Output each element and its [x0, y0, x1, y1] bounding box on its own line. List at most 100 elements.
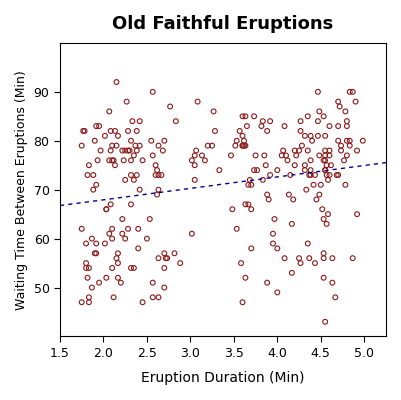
Point — [306, 172, 312, 178]
Point — [205, 142, 211, 149]
Point — [233, 226, 240, 232]
Point — [344, 118, 350, 124]
Point — [150, 294, 156, 300]
Point — [303, 186, 310, 193]
Point — [329, 255, 336, 261]
Point — [89, 284, 95, 291]
Point — [202, 157, 208, 164]
Point — [304, 113, 311, 120]
Point — [270, 230, 276, 237]
Point — [292, 162, 298, 168]
Point — [120, 157, 127, 164]
Point — [310, 182, 317, 188]
Point — [320, 157, 327, 164]
Point — [316, 108, 322, 114]
Point — [199, 152, 205, 159]
Point — [326, 152, 333, 159]
Title: Old Faithful Eruptions: Old Faithful Eruptions — [112, 15, 334, 33]
Point — [162, 255, 169, 261]
Point — [106, 157, 112, 164]
Point — [322, 133, 328, 139]
Point — [134, 147, 140, 154]
Point — [115, 260, 121, 266]
Point — [192, 162, 198, 168]
Point — [308, 172, 314, 178]
Point — [346, 89, 353, 95]
Point — [282, 123, 288, 129]
Point — [338, 142, 344, 149]
Point — [148, 138, 154, 144]
Point — [350, 255, 356, 261]
Point — [81, 128, 88, 134]
Point — [320, 216, 327, 222]
Point — [325, 177, 331, 183]
Point — [167, 103, 173, 110]
Point — [342, 182, 348, 188]
Point — [103, 206, 109, 212]
Point — [293, 152, 300, 159]
Point — [155, 255, 162, 261]
Point — [282, 255, 288, 261]
Point — [274, 167, 281, 173]
Point — [322, 167, 328, 173]
Point — [267, 172, 273, 178]
Point — [346, 138, 353, 144]
Point — [107, 128, 114, 134]
Point — [131, 152, 137, 159]
Point — [103, 206, 109, 212]
Point — [332, 294, 338, 300]
Point — [109, 142, 115, 149]
Point — [296, 255, 302, 261]
Point — [324, 162, 330, 168]
Point — [335, 98, 341, 105]
Point — [109, 226, 115, 232]
Point — [106, 230, 112, 237]
Point — [316, 152, 322, 159]
Point — [335, 138, 341, 144]
Point — [177, 260, 183, 266]
Point — [136, 142, 143, 149]
Point — [113, 79, 119, 85]
Point — [264, 128, 270, 134]
Point — [152, 172, 159, 178]
X-axis label: Eruption Duration (Min): Eruption Duration (Min) — [141, 371, 305, 385]
Point — [119, 216, 126, 222]
Point — [86, 294, 92, 300]
Point — [126, 147, 133, 154]
Point — [161, 250, 168, 256]
Point — [107, 201, 114, 208]
Point — [94, 157, 101, 164]
Point — [286, 191, 292, 198]
Point — [312, 260, 318, 266]
Point — [135, 245, 142, 252]
Point — [188, 157, 195, 164]
Point — [171, 250, 178, 256]
Point — [245, 201, 251, 208]
Point — [102, 240, 108, 247]
Point — [136, 186, 143, 193]
Point — [239, 142, 246, 149]
Point — [297, 128, 304, 134]
Point — [109, 236, 115, 242]
Point — [308, 133, 314, 139]
Point — [102, 133, 108, 139]
Point — [302, 167, 308, 173]
Point — [79, 142, 85, 149]
Point — [155, 172, 162, 178]
Point — [136, 118, 143, 124]
Point — [86, 299, 92, 306]
Point — [304, 147, 311, 154]
Point — [320, 113, 327, 120]
Point — [239, 133, 246, 139]
Point — [245, 182, 251, 188]
Point — [312, 172, 318, 178]
Point — [267, 118, 273, 124]
Point — [290, 196, 296, 203]
Point — [316, 191, 322, 198]
Y-axis label: Waiting Time Between Eruptions (Min): Waiting Time Between Eruptions (Min) — [15, 70, 28, 310]
Point — [79, 299, 85, 306]
Point — [315, 118, 321, 124]
Point — [328, 162, 334, 168]
Point — [147, 216, 153, 222]
Point — [140, 157, 146, 164]
